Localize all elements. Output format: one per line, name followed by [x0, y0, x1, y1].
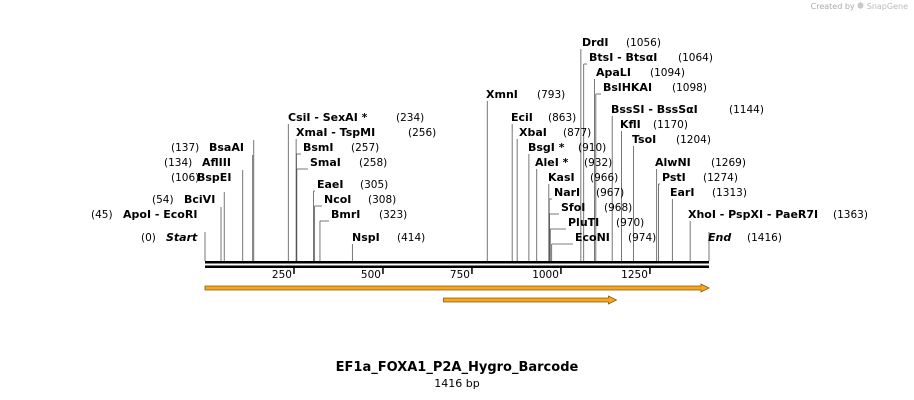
credit-brand: SnapGene [866, 2, 908, 11]
site-name-15: AleI * [535, 156, 569, 169]
site-name-24: BmrI [331, 208, 360, 221]
map-size: 1416 bp [434, 377, 480, 390]
site-name-23: SfoI [561, 201, 585, 214]
left-site-pos-2: (106) [171, 172, 199, 184]
site-name-5: BssSI - BssSαI [611, 103, 698, 116]
site-name-22: NcoI [324, 193, 351, 206]
site-pos-21: (1313) [712, 187, 747, 199]
site-pos-23: (968) [604, 202, 632, 214]
start-label: Start [166, 231, 198, 244]
tick-label-0: 250 [272, 269, 292, 281]
end-pos: (1416) [747, 232, 782, 244]
site-pos-15: (932) [584, 157, 612, 169]
site-pos-1: (1064) [678, 52, 713, 64]
left-site-name-4: ApoI - EcoRI [123, 208, 197, 221]
site-name-25: PluTI [568, 216, 599, 229]
site-pos-5: (1144) [729, 104, 764, 116]
site-pos-19: (305) [360, 179, 388, 191]
tick-label-2: 750 [450, 269, 470, 281]
site-name-27: NspI [352, 231, 380, 244]
site-name-21: EarI [670, 186, 694, 199]
site-name-13: BsgI * [528, 141, 565, 154]
site-name-7: EciI [511, 111, 533, 124]
tick-mark-2 [471, 268, 473, 274]
site-name-4: XmnI [486, 88, 518, 101]
site-name-8: KflI [620, 118, 641, 131]
tick-mark-4 [649, 268, 651, 274]
site-name-20: NarI [554, 186, 580, 199]
site-name-1: BtsI - BtsαI [589, 51, 657, 64]
site-pos-10: (877) [563, 127, 591, 139]
site-pos-24: (323) [379, 209, 407, 221]
site-pos-11: (1204) [676, 134, 711, 146]
site-pos-2: (1094) [650, 67, 685, 79]
tick-label-4: 1250 [621, 269, 648, 281]
site-pos-14: (258) [359, 157, 387, 169]
tick-label-3: 1000 [532, 269, 559, 281]
site-name-3: BslHKAI [603, 81, 652, 94]
left-site-pos-0: (137) [171, 142, 199, 154]
left-site-name-0: BsaAI [209, 141, 244, 154]
map-title: EF1a_FOXA1_P2A_Hygro_Barcode [335, 360, 579, 375]
site-name-19: EaeI [317, 178, 344, 191]
dna-backbone [205, 261, 709, 268]
site-name-18: PstI [662, 171, 686, 184]
site-name-12: BsmI [303, 141, 334, 154]
site-pos-26: (1363) [833, 209, 868, 221]
site-name-28: EcoNI [575, 231, 610, 244]
site-name-16: AlwNI [655, 156, 691, 169]
site-pos-3: (1098) [672, 82, 707, 94]
site-pos-9: (256) [408, 127, 436, 139]
tick-mark-1 [382, 268, 384, 274]
site-pos-6: (234) [396, 112, 424, 124]
site-name-10: XbaI [519, 126, 547, 139]
site-pos-22: (308) [368, 194, 396, 206]
tick-label-1: 500 [361, 269, 381, 281]
feature-full-arrow [204, 283, 710, 293]
ruler-ticks: 250 500 750 1000 1250 [272, 268, 651, 281]
site-name-9: XmaI - TspMI [296, 126, 375, 139]
site-name-0: DrdI [582, 36, 609, 49]
site-pos-27: (414) [397, 232, 425, 244]
tick-mark-3 [560, 268, 562, 274]
site-name-2: ApaLI [596, 66, 631, 79]
feature-arrows [204, 283, 710, 305]
site-labels: DrdI (1056) BtsI - BtsαI (1064) ApaLI (1094) B… [91, 36, 868, 244]
snapgene-logo-icon [857, 2, 867, 11]
site-name-11: TsoI [632, 133, 656, 146]
site-pos-7: (863) [548, 112, 576, 124]
feature-orf-arrow [443, 295, 618, 305]
site-name-6: CsiI - SexAI * [288, 111, 368, 124]
site-pos-12: (257) [351, 142, 379, 154]
site-name-17: KasI [548, 171, 575, 184]
left-site-pos-4: (45) [91, 209, 113, 221]
left-site-name-3: BciVI [184, 193, 215, 206]
site-pos-13: (910) [578, 142, 606, 154]
site-pos-25: (970) [616, 217, 644, 229]
left-site-name-2: BspEI [197, 171, 231, 184]
end-label: End [708, 231, 731, 244]
left-site-name-1: AflIII [202, 156, 231, 169]
backbone-strand-top [205, 261, 709, 264]
site-pos-20: (967) [596, 187, 624, 199]
start-pos: (0) [141, 232, 156, 244]
tick-mark-0 [293, 268, 295, 274]
site-pos-16: (1269) [711, 157, 746, 169]
site-pos-0: (1056) [626, 37, 661, 49]
site-leader-lines [204, 49, 710, 261]
backbone-strand-bottom [205, 265, 709, 268]
site-pos-17: (966) [590, 172, 618, 184]
credit-text: Created by [810, 2, 855, 11]
site-pos-18: (1274) [703, 172, 738, 184]
site-pos-28: (974) [628, 232, 656, 244]
site-pos-4: (793) [537, 89, 565, 101]
site-name-14: SmaI [310, 156, 341, 169]
left-site-pos-3: (54) [152, 194, 174, 206]
site-name-26: XhoI - PspXI - PaeR7I [688, 208, 818, 221]
left-site-pos-1: (134) [164, 157, 192, 169]
site-pos-8: (1170) [653, 119, 688, 131]
snapgene-credit: Created by SnapGene [811, 2, 908, 11]
